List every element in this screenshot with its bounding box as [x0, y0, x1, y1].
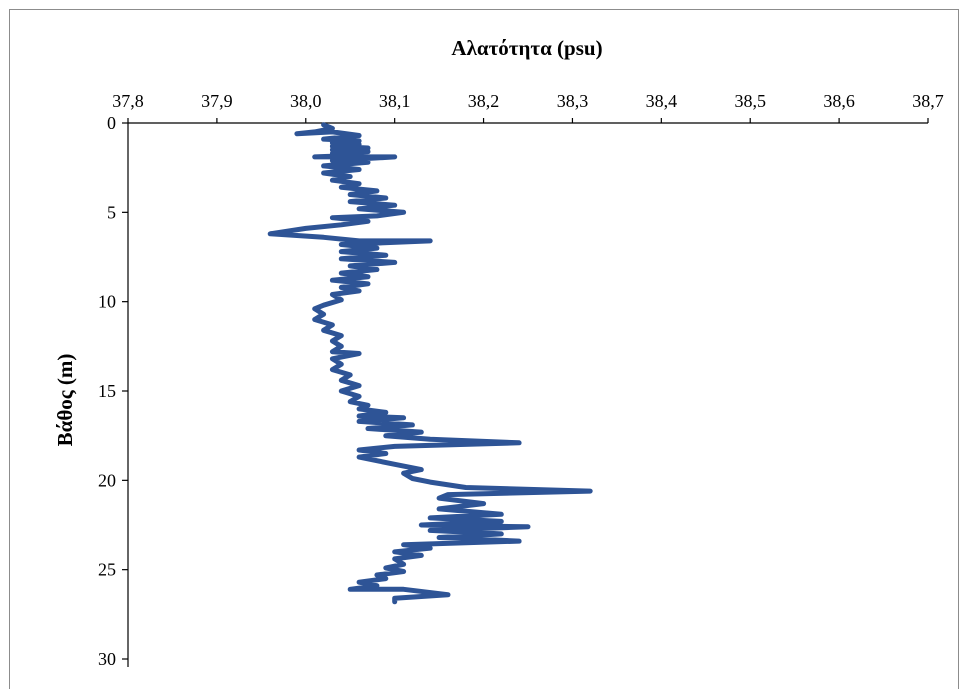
- x-tick-label: 38,1: [379, 91, 411, 111]
- y-tick-label: 20: [98, 470, 116, 490]
- y-axis-title: Βάθος (m): [53, 354, 77, 447]
- x-tick-label: 38,4: [646, 91, 678, 111]
- x-axis-title: Αλατότητα (psu): [451, 36, 602, 60]
- y-tick-label: 25: [98, 560, 116, 580]
- x-tick-label: 38,0: [290, 91, 322, 111]
- y-tick-label: 10: [98, 292, 116, 312]
- x-tick-label: 37,9: [201, 91, 233, 111]
- x-tick-label: 38,3: [557, 91, 589, 111]
- x-tick-label: 38,7: [912, 91, 944, 111]
- x-tick-label: 37,8: [112, 91, 144, 111]
- y-tick-label: 15: [98, 381, 116, 401]
- x-tick-label: 38,5: [734, 91, 766, 111]
- plot-area: [267, 122, 593, 605]
- x-tick-label: 38,6: [823, 91, 855, 111]
- y-tick-label: 0: [107, 113, 116, 133]
- y-axis: 0 5 10 15 20 25 30: [98, 113, 129, 669]
- salinity-profile-line: [267, 122, 593, 605]
- x-axis: 37,8 37,9 38,0 38,1 38,2 38,3 38,4 38,5 38,6 38,7: [112, 91, 944, 124]
- y-tick-label: 30: [98, 649, 116, 669]
- x-tick-label: 38,2: [468, 91, 500, 111]
- y-tick-label: 5: [107, 202, 116, 222]
